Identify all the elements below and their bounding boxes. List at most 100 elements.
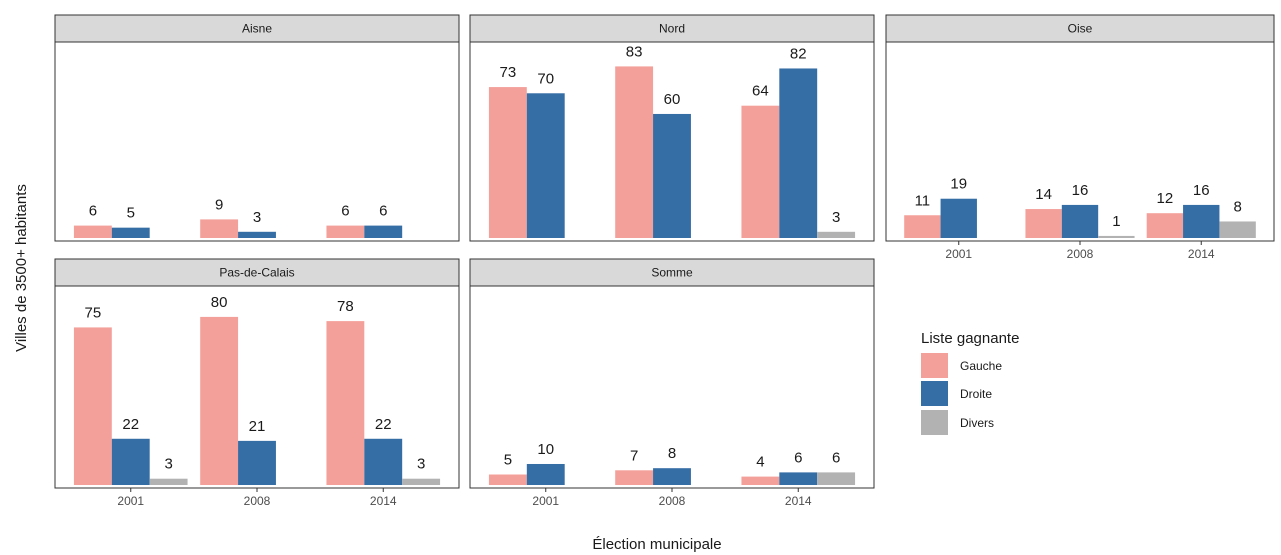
x-tick-label-oise-2014: 2014 [1188,247,1215,261]
bar-nord-2014-divers [817,231,856,238]
facet-title-somme: Somme [651,266,693,280]
x-tick-label-oise-2008: 2008 [1067,247,1094,261]
bar-label-nord-2001-gauche: 73 [500,64,517,81]
x-tick-label-somme-2014: 2014 [785,494,812,508]
facet-panel-somme [469,285,875,489]
bar-nord-2014-droite [779,68,818,238]
bar-label-aisne-2008-gauche: 9 [215,196,223,213]
x-axis-title: Élection municipale [592,536,721,553]
bar-label-oise-2008-gauche: 14 [1035,186,1052,203]
bar-pas-de-calais-2001-divers [149,478,188,485]
facet-strip-pas-de-calais [54,258,460,287]
y-axis-title: Villes de 3500+ habitants [13,184,30,352]
bar-pas-de-calais-2014-droite [364,438,403,485]
x-tick-label-oise-2001: 2001 [945,247,972,261]
bar-pas-de-calais-2014-divers [402,478,441,485]
bar-aisne-2014-droite [364,225,403,238]
bar-label-oise-2014-divers: 8 [1233,198,1241,215]
bar-label-somme-2008-droite: 8 [668,445,676,462]
bar-somme-2014-gauche [741,476,780,485]
legend-label-divers: Divers [960,416,994,430]
bar-label-pas-de-calais-2008-droite: 21 [249,418,266,435]
bar-somme-2008-droite [653,468,691,485]
bar-nord-2014-gauche [741,105,780,238]
facet-title-pas-de-calais: Pas-de-Calais [219,266,294,280]
x-tick-label-somme-2001: 2001 [532,494,559,508]
x-tick-label-pas-de-calais-2008: 2008 [244,494,271,508]
bar-label-nord-2008-droite: 60 [664,91,681,108]
facet-title-oise: Oise [1068,22,1093,36]
bar-label-oise-2008-divers: 1 [1112,213,1120,230]
x-tick-label-pas-de-calais-2001: 2001 [117,494,144,508]
bar-pas-de-calais-2008-droite [238,440,276,485]
bar-label-aisne-2008-droite: 3 [253,209,261,226]
bar-label-pas-de-calais-2014-divers: 3 [417,456,425,473]
bar-label-pas-de-calais-2008-gauche: 80 [211,294,228,311]
bar-pas-de-calais-2008-gauche [200,316,239,485]
bar-oise-2014-gauche [1146,213,1184,238]
bar-label-nord-2014-droite: 82 [790,45,807,62]
bar-label-nord-2001-droite: 70 [537,70,554,87]
bar-label-somme-2014-divers: 6 [832,449,840,466]
legend-label-gauche: Gauche [960,359,1002,373]
facet-strip-nord [469,14,875,43]
legend-key-droite [921,381,948,406]
bar-nord-2001-gauche [488,87,527,239]
bar-label-aisne-2001-gauche: 6 [89,203,97,220]
bar-oise-2001-droite [940,198,977,238]
bar-label-oise-2001-gauche: 11 [915,192,931,209]
bar-oise-2008-gauche [1025,209,1062,238]
bar-somme-2001-droite [526,463,565,485]
bar-somme-2008-gauche [615,470,654,485]
bar-nord-2008-gauche [615,66,654,238]
bar-somme-2001-gauche [488,474,527,485]
bar-label-somme-2014-droite: 6 [794,449,802,466]
bar-label-pas-de-calais-2014-droite: 22 [375,416,392,433]
bar-label-oise-2014-droite: 16 [1193,182,1210,199]
bar-nord-2008-droite [653,113,691,238]
bar-label-pas-de-calais-2001-divers: 3 [164,456,172,473]
facet-nord: Nord 73 70 83 60 64 82 3 [469,14,875,242]
bar-aisne-2014-gauche [326,225,365,238]
legend-key-gauche [921,353,948,378]
legend-title: Liste gagnante [921,330,1019,347]
facet-aisne: Aisne 6 5 9 3 6 6 [54,14,460,242]
bar-aisne-2008-droite [238,231,276,238]
bar-aisne-2001-droite [111,227,150,238]
facet-panel-aisne [54,41,460,242]
bar-somme-2014-divers [817,472,856,485]
bar-label-aisne-2014-droite: 6 [379,203,387,220]
bar-oise-2008-divers [1098,235,1135,238]
bar-aisne-2001-gauche [73,225,112,238]
bar-aisne-2008-gauche [200,219,239,238]
bar-label-pas-de-calais-2014-gauche: 78 [337,298,354,315]
facet-title-aisne: Aisne [242,22,272,36]
x-tick-label-somme-2008: 2008 [659,494,686,508]
bar-label-oise-2008-droite: 16 [1072,182,1089,199]
legend-label-droite: Droite [960,387,992,401]
bar-label-nord-2008-gauche: 83 [626,43,643,60]
bar-somme-2014-droite [779,472,818,485]
bar-label-somme-2014-gauche: 4 [756,454,764,471]
bar-oise-2001-gauche [904,215,941,238]
bar-oise-2014-divers [1219,221,1256,238]
bar-nord-2001-droite [526,93,565,238]
bar-label-pas-de-calais-2001-gauche: 75 [85,304,102,321]
facet-somme: Somme 2001 5 10 2008 7 8 2014 4 6 6 [469,258,875,508]
bar-label-oise-2014-gauche: 12 [1157,190,1174,207]
bar-label-aisne-2001-droite: 5 [127,205,135,222]
bar-pas-de-calais-2001-droite [111,438,150,485]
bar-label-somme-2001-droite: 10 [537,441,554,458]
facet-pas-de-calais: Pas-de-Calais 2001 75 22 3 2008 80 21 2014 78 22 3 [54,258,460,508]
bar-pas-de-calais-2001-gauche [73,327,112,485]
bar-oise-2008-droite [1061,204,1099,238]
bar-label-aisne-2014-gauche: 6 [341,203,349,220]
bar-label-oise-2001-droite: 19 [950,176,967,193]
facet-oise: Oise 2001 11 19 2008 14 16 1 2014 12 16 8 [885,14,1275,261]
bar-pas-de-calais-2014-gauche [326,321,365,485]
bar-oise-2014-droite [1183,204,1220,238]
bar-label-nord-2014-gauche: 64 [752,83,769,100]
facet-title-nord: Nord [659,22,685,36]
